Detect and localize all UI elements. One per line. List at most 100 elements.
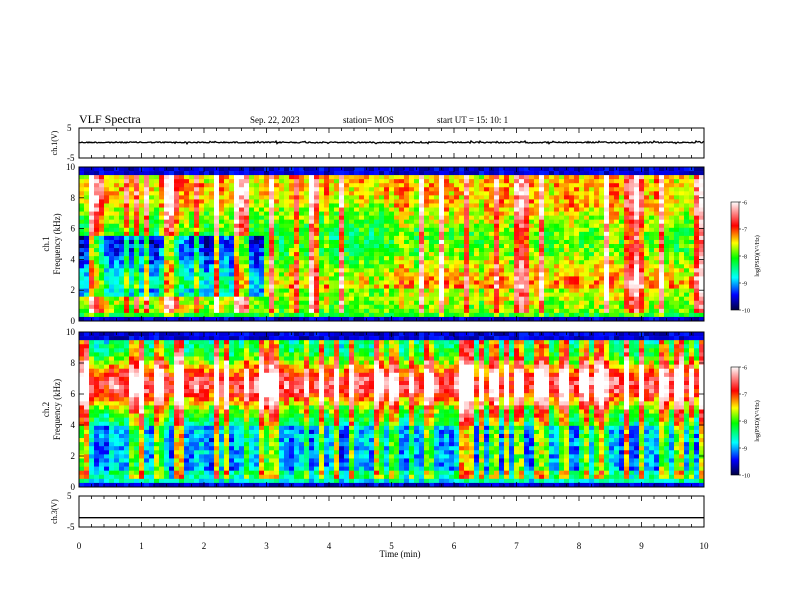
ch1-spectrogram-cell	[579, 167, 585, 172]
ch1-spectrogram-cell	[139, 175, 145, 180]
ch1-spectrogram-cell	[134, 171, 140, 176]
ch1-spectrogram-cell	[699, 223, 705, 229]
ch1-spectrogram-cell	[554, 211, 560, 216]
ch1-spectrogram-cell	[184, 252, 190, 257]
ch1-spectrogram-cell	[139, 248, 145, 253]
ch1-spectrogram-cell	[124, 292, 130, 297]
ch1-spectrogram-cell	[384, 312, 390, 318]
ch1-spectrogram-cell	[89, 235, 95, 241]
ch1-spectrogram-cell	[604, 312, 610, 318]
ch1-spectrogram-cell	[474, 183, 480, 188]
ch1-spectrogram-cell	[564, 304, 570, 310]
ch1-spectrogram-cell	[644, 244, 650, 249]
ch1-spectrogram-cell	[544, 191, 550, 196]
ch1-spectrogram-cell	[229, 207, 235, 212]
ch1-spectrogram-cell	[159, 167, 165, 172]
ch1-spectrogram-cell	[269, 199, 275, 204]
ch1-spectrogram-cell	[174, 256, 180, 261]
ch1-spectrogram-cell	[259, 175, 265, 180]
ch1-spectrogram-cell	[629, 268, 635, 273]
ch1-spectrogram-cell	[274, 300, 280, 306]
ch1-spectrogram-cell	[189, 276, 195, 281]
ch1-spectrogram-cell	[489, 312, 495, 318]
ch1-spectrogram-cell	[79, 227, 85, 233]
ch1-spectrogram-cell	[384, 183, 390, 188]
ch1-spectrogram-cell	[234, 179, 240, 184]
ch1-spectrogram-cell	[554, 256, 560, 261]
ch1-spectrogram-cell	[524, 288, 530, 293]
ch1-spectrogram-cell	[214, 235, 220, 241]
ch1-spectrogram-cell	[84, 219, 90, 225]
ch1-spectrogram-cell	[309, 256, 315, 261]
ch1-spectrogram-cell	[164, 183, 170, 188]
ch1-spectrogram-cell	[249, 175, 255, 180]
ch1-spectrogram-cell	[654, 183, 660, 188]
ch1-spectrogram-cell	[109, 260, 115, 265]
ch1-spectrogram-cell	[179, 179, 185, 184]
ch1-spectrogram-cell	[364, 252, 370, 257]
ch1-spectrogram-cell	[194, 239, 200, 245]
ch1-spectrogram-cell	[359, 256, 365, 261]
ch1-spectrogram-cell	[614, 280, 620, 285]
ch1-spectrogram-cell	[674, 292, 680, 297]
ch1-spectrogram-cell	[449, 187, 455, 192]
ch1-spectrogram-cell	[489, 264, 495, 269]
ch1-spectrogram-cell	[474, 199, 480, 204]
ch1-spectrogram-cell	[374, 223, 380, 229]
ch1-spectrogram-cell	[559, 260, 565, 265]
ch1-spectrogram-cell	[159, 308, 165, 314]
ch1-spectrogram-cell	[584, 235, 590, 241]
ch1-spectrogram-cell	[529, 312, 535, 318]
ch1-spectrogram-cell	[384, 296, 390, 302]
ch1-spectrogram-cell	[104, 223, 110, 229]
ch1-spectrogram-cell	[204, 288, 210, 293]
ch1-spectrogram-cell	[659, 195, 665, 200]
ch1-spectrogram-cell	[79, 248, 85, 253]
ch1-spectrogram-cell	[364, 239, 370, 245]
ch1-spectrogram-cell	[364, 276, 370, 281]
ch1-spectrogram-cell	[664, 276, 670, 281]
ch1-spectrogram-cell	[644, 191, 650, 196]
ch1-spectrogram-cell	[464, 195, 470, 200]
ch1-spectrogram-cell	[429, 308, 435, 314]
ch1-spectrogram-cell	[414, 284, 420, 289]
ch1-spectrogram-cell	[344, 284, 350, 289]
ch1-spectrogram-cell	[454, 268, 460, 273]
ch1-spectrogram-cell	[479, 308, 485, 314]
ch1-spectrogram-cell	[314, 179, 320, 184]
ch1-spectrogram-cell	[669, 195, 675, 200]
ch1-spectrogram-cell	[309, 264, 315, 269]
ch1-spectrogram-cell	[244, 195, 250, 200]
ch1-spectrogram-cell	[224, 215, 230, 220]
ch1-spectrogram-cell	[689, 248, 695, 253]
ch1-spectrogram-cell	[354, 280, 360, 285]
ch1-spectrogram-cell	[194, 187, 200, 192]
ch1-spectrogram-cell	[509, 179, 515, 184]
ch1-spectrogram-cell	[589, 264, 595, 269]
ch1-spectrogram-cell	[594, 167, 600, 172]
ch1-spectrogram-cell	[319, 308, 325, 314]
ch1-spectrogram-cell	[454, 183, 460, 188]
ch1-spectrogram-cell	[519, 292, 525, 297]
ch1-spectrogram-cell	[284, 292, 290, 297]
ch1-spectrogram-cell	[379, 187, 385, 192]
ch1-spectrogram-cell	[104, 227, 110, 233]
ch1-spectrogram-cell	[194, 304, 200, 310]
ch1-spectrogram-cell	[444, 195, 450, 200]
ch1-spectrogram-cell	[614, 284, 620, 289]
ch1-spectrogram-cell	[504, 264, 510, 269]
ch1-spectrogram-cell	[319, 288, 325, 293]
ch1-spectrogram-cell	[219, 316, 225, 322]
ch1-spectrogram-cell	[429, 284, 435, 289]
ch1-spectrogram-cell	[224, 179, 230, 184]
ch1-spectrogram-cell	[259, 239, 265, 245]
ch1-spectrogram-cell	[304, 268, 310, 273]
ch1-spectrogram-cell	[259, 300, 265, 306]
ch1-spectrogram-cell	[144, 179, 150, 184]
ch1-spectrogram-cell	[584, 280, 590, 285]
ch1-spectrogram-cell	[659, 304, 665, 310]
ch1-spectrogram-cell	[449, 179, 455, 184]
ch1-spectrogram-cell	[454, 219, 460, 225]
ch1-spectrogram-cell	[189, 183, 195, 188]
ch1-spectrogram-cell	[269, 308, 275, 314]
